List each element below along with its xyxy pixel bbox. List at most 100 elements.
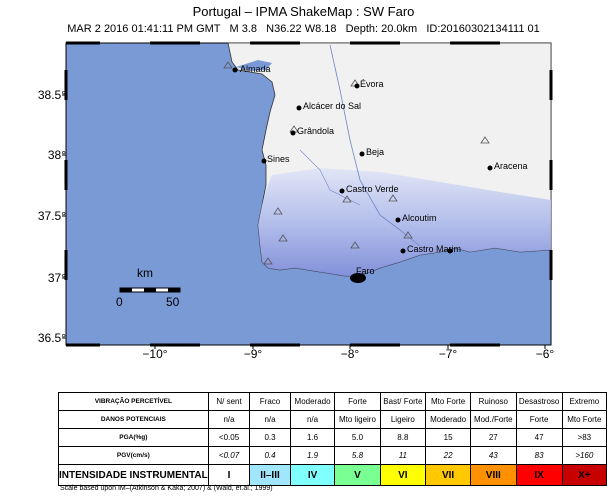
city-dot [354, 83, 360, 89]
city-dot [447, 248, 453, 254]
city-dot [232, 67, 238, 73]
intensity-cell: IX [515, 464, 563, 486]
legend-cell: Desastroso [515, 392, 563, 411]
city-dot [487, 165, 493, 171]
map-border-ticks [64, 41, 553, 347]
longitude-label: −9° [243, 347, 263, 361]
legend-cell: n/a [249, 410, 291, 429]
legend-cell: Moderado [289, 392, 336, 411]
intensity-cell: VII [425, 464, 471, 486]
legend-cell: Forte [334, 392, 381, 411]
legend-cell: Mto Forte [561, 410, 607, 429]
station-icon [388, 194, 398, 202]
epicenter-marker [350, 273, 366, 283]
legend-cell: 22 [425, 446, 471, 465]
legend-cell: 47 [515, 428, 563, 447]
legend-row-header: PGA(%g) [58, 428, 209, 447]
intensity-cell: IV [289, 464, 336, 486]
scale-bar [119, 287, 181, 293]
latitude-label: 38° [47, 148, 66, 162]
latitude-label: 37° [47, 271, 66, 285]
scale-footnote: Scale based upon IM–(Atkinson & Kaka; 20… [60, 485, 273, 492]
event-info: MAR 2 2016 01:41:11 PM GMT M 3.8 N36.22 … [67, 23, 540, 35]
legend-cell: Bast/ Forte [379, 392, 427, 411]
station-icon [273, 207, 283, 215]
legend-cell: Moderado [425, 410, 471, 429]
city-label: Castro Verde [346, 184, 399, 194]
longitude-label: −8° [340, 347, 360, 361]
city-dot [261, 158, 267, 164]
legend-cell: <0.05 [207, 428, 251, 447]
legend-row-pga: PGA(%g) <0.05 0.3 1.6 5.0 8.8 15 27 47 >… [58, 428, 607, 447]
seismic-stations [223, 61, 490, 265]
legend-cell: <0.07 [207, 446, 251, 465]
city-label: Alcácer do Sal [303, 101, 362, 111]
legend-cell: >83 [561, 428, 607, 447]
city-label: Castro Marim [407, 244, 462, 254]
intensity-cell: VI [379, 464, 427, 486]
city-label: Aracena [494, 161, 528, 171]
longitude-label: −6° [535, 347, 555, 361]
legend-row-header: VIBRAÇÃO PERCETÍVEL [58, 392, 209, 411]
station-icon [263, 257, 273, 265]
intensity-cell: V [334, 464, 381, 486]
longitude-label: −7° [438, 347, 458, 361]
city-dot [400, 248, 406, 254]
longitude-label: −10° [142, 347, 168, 361]
station-icon [350, 241, 360, 249]
legend-cell: 0.4 [249, 446, 291, 465]
scale-min: 0 [116, 295, 123, 309]
intensity-cell: VIII [470, 464, 517, 486]
intensity-cell: II–III [249, 464, 291, 486]
legend-cell: 5.8 [334, 446, 381, 465]
city-label: Sines [267, 154, 290, 164]
city-label: Évora [360, 79, 384, 89]
legend-cell: 8.8 [379, 428, 427, 447]
city-label: Grândola [297, 126, 335, 136]
legend-row-damage: DANOS POTENCIAIS n/a n/a n/a Mto ligeiro… [58, 410, 607, 429]
city-dot [359, 151, 365, 157]
city-label: Beja [366, 147, 385, 157]
city-dot [296, 105, 302, 111]
city-dot [395, 217, 401, 223]
legend-cell: Fraco [249, 392, 291, 411]
legend-cell: Mod./Forte [470, 410, 517, 429]
legend-cell: 11 [379, 446, 427, 465]
legend-cell: N/ sent [207, 392, 251, 411]
station-icon [480, 136, 490, 144]
legend-cell: Ruinoso [470, 392, 517, 411]
city-label: Faro [356, 266, 375, 276]
legend-cell: 43 [470, 446, 517, 465]
city-label: Almada [240, 64, 271, 74]
legend-cell: 0.3 [249, 428, 291, 447]
legend-row-header: DANOS POTENCIAIS [58, 410, 209, 429]
shakemap [62, 41, 553, 349]
intensity-legend: VIBRAÇÃO PERCETÍVEL N/ sent Fraco Modera… [58, 392, 607, 486]
latitude-label: 36.5° [37, 331, 66, 345]
legend-row-intensity: INTENSIDADE INSTRUMENTAL I II–III IV V V… [58, 464, 607, 486]
latitude-label: 38.5° [37, 88, 66, 102]
legend-cell: n/a [289, 410, 336, 429]
legend-cell: 15 [425, 428, 471, 447]
legend-row-header: PGV(cm/s) [58, 446, 209, 465]
legend-cell: n/a [207, 410, 251, 429]
legend-row-vibration: VIBRAÇÃO PERCETÍVEL N/ sent Fraco Modera… [58, 392, 607, 411]
latitude-label: 37.5° [37, 209, 66, 223]
shaking-area [258, 168, 551, 276]
legend-cell: 1.9 [289, 446, 336, 465]
scale-unit: km [137, 266, 153, 280]
axis-ticks [62, 94, 546, 349]
legend-cell: 5.0 [334, 428, 381, 447]
legend-row-header: INTENSIDADE INSTRUMENTAL [58, 464, 209, 486]
legend-cell: Mto Forte [425, 392, 471, 411]
legend-cell: >160 [561, 446, 607, 465]
legend-cell: 27 [470, 428, 517, 447]
legend-cell: Ligeiro [379, 410, 427, 429]
city-dot [290, 130, 296, 136]
legend-row-pgv: PGV(cm/s) <0.07 0.4 1.9 5.8 11 22 43 83 … [58, 446, 607, 465]
river [329, 44, 421, 247]
estuary [236, 60, 272, 71]
river [299, 149, 361, 206]
legend-cell: Mto ligeiro [334, 410, 381, 429]
legend-cell: 1.6 [289, 428, 336, 447]
